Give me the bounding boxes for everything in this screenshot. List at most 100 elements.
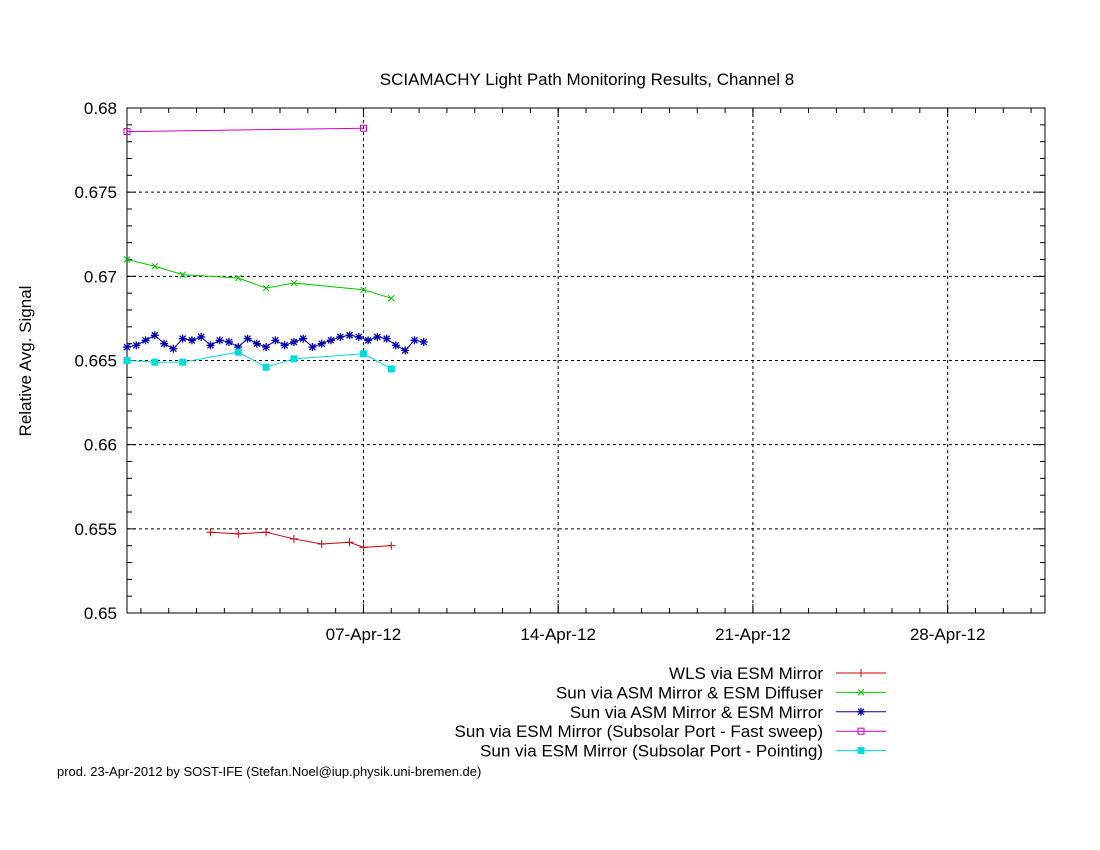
marker-stroke <box>387 294 395 302</box>
marker-stroke <box>420 338 428 346</box>
marker-stroke <box>179 271 186 279</box>
series-2-point <box>387 294 395 302</box>
legend-entry-1: WLS via ESM Mirror <box>669 664 886 683</box>
marker-stroke <box>132 341 140 349</box>
series-3-point <box>308 343 317 352</box>
series-3-point <box>401 346 410 355</box>
series-3-point <box>299 334 308 343</box>
marker-stroke <box>123 256 131 263</box>
series-3-point <box>132 341 141 350</box>
marker-stroke <box>253 340 261 348</box>
series-3-point <box>345 331 354 340</box>
series-3-point <box>391 341 400 350</box>
series-5-point <box>359 350 367 358</box>
series-4-point <box>359 124 367 132</box>
marker-stroke <box>244 335 252 343</box>
series-3-point <box>317 339 326 348</box>
series-2-point <box>179 271 186 279</box>
series-2-point <box>360 286 367 294</box>
marker-stroke <box>262 343 270 351</box>
x-tick-label: 21-Apr-12 <box>715 625 791 644</box>
y-axis-label: Relative Avg. Signal <box>16 286 35 437</box>
series-1-point <box>359 543 368 552</box>
series-3-point <box>187 336 196 345</box>
series-5-point <box>387 365 395 373</box>
series-3-point <box>271 336 280 345</box>
series-2-point <box>123 256 131 263</box>
y-tick-label: 0.65 <box>84 604 117 623</box>
marker-stroke <box>188 336 196 344</box>
marker-stroke <box>392 341 400 349</box>
marker-stroke <box>336 333 344 341</box>
series-layer <box>123 124 428 552</box>
marker-stroke <box>142 336 150 344</box>
series-2-point <box>262 284 270 292</box>
marker-stroke <box>281 341 289 349</box>
series-3-point <box>215 336 224 345</box>
legend-marker <box>857 707 865 716</box>
series-1-point <box>262 528 271 537</box>
marker-stroke <box>234 274 242 282</box>
series-1-line <box>210 531 392 548</box>
marker-stroke <box>355 333 363 341</box>
series-3-point <box>262 343 271 352</box>
legend-entry-5: Sun via ESM Mirror (Subsolar Port - Poin… <box>480 742 886 761</box>
series-3-point <box>382 334 391 343</box>
marker-stroke <box>401 346 409 354</box>
series-3-point <box>206 341 215 350</box>
marker-stroke <box>216 336 224 344</box>
series-5-point <box>262 363 270 371</box>
marker-stroke <box>327 336 335 344</box>
marker-stroke <box>857 708 865 716</box>
series-2 <box>123 256 395 302</box>
series-3-point <box>354 332 363 341</box>
marker-stroke <box>346 331 354 339</box>
marker-stroke <box>169 345 177 353</box>
series-1-point <box>206 528 215 537</box>
y-tick-label: 0.655 <box>74 520 117 539</box>
series-3-point <box>327 336 335 345</box>
series-2-point <box>151 262 159 270</box>
series-5-point <box>123 357 131 364</box>
series-3-point <box>169 344 178 353</box>
marker-stroke <box>225 338 233 346</box>
y-tick-label: 0.67 <box>84 267 117 286</box>
marker-stroke <box>360 286 367 294</box>
series-3-point <box>178 334 187 343</box>
y-tick-label: 0.665 <box>74 352 117 371</box>
marker-stroke <box>290 279 298 287</box>
legend-entry-3: Sun via ASM Mirror & ESM Mirror <box>570 703 886 722</box>
marker-stroke <box>364 336 372 344</box>
y-tick-label: 0.675 <box>74 183 117 202</box>
series-5-point <box>234 348 242 356</box>
series-5-point <box>179 358 187 366</box>
marker-stroke <box>160 340 168 348</box>
marker-stroke <box>410 336 418 344</box>
marker-stroke <box>318 340 326 348</box>
legend-label: Sun via ESM Mirror (Subsolar Port - Poin… <box>480 742 823 761</box>
marker-stroke <box>206 341 214 349</box>
marker-stroke <box>383 335 391 343</box>
legend-label: Sun via ASM Mirror & ESM Diffuser <box>556 683 823 702</box>
series-3-point <box>410 336 419 345</box>
chart-title: SCIAMACHY Light Path Monitoring Results,… <box>380 70 795 89</box>
y-tick-label: 0.68 <box>84 99 117 118</box>
series-3-point <box>141 336 150 345</box>
series-2-line <box>126 259 392 299</box>
grid <box>127 108 1045 613</box>
x-tick-label: 07-Apr-12 <box>326 625 402 644</box>
marker-stroke <box>151 262 159 270</box>
series-3-point <box>336 332 345 341</box>
legend-entry-4: Sun via ESM Mirror (Subsolar Port - Fast… <box>455 722 886 741</box>
series-3 <box>123 331 428 355</box>
footer-credit: prod. 23-Apr-2012 by SOST-IFE (Stefan.No… <box>57 764 481 779</box>
legend-marker <box>857 747 865 755</box>
series-5-point <box>290 355 298 363</box>
series-2-point <box>234 274 242 282</box>
marker-stroke <box>123 343 131 351</box>
x-tick-label: 14-Apr-12 <box>520 625 596 644</box>
series-3-point <box>243 334 252 343</box>
legend-marker <box>857 689 865 696</box>
